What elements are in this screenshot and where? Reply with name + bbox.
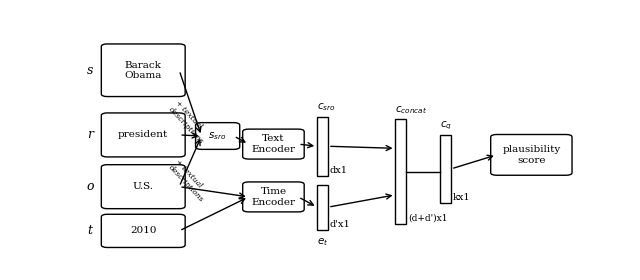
FancyBboxPatch shape — [196, 123, 240, 149]
Bar — [440, 135, 451, 203]
Text: + textual
descriptions: + textual descriptions — [167, 158, 212, 204]
Text: r: r — [87, 129, 93, 141]
Bar — [317, 116, 328, 176]
Text: $c_{sro}$: $c_{sro}$ — [317, 102, 335, 113]
FancyBboxPatch shape — [243, 129, 304, 159]
Text: president: president — [118, 130, 168, 139]
Bar — [317, 185, 328, 230]
Text: s: s — [87, 64, 93, 77]
Text: $c_q$: $c_q$ — [440, 119, 452, 132]
FancyBboxPatch shape — [243, 182, 304, 212]
Text: $e_t$: $e_t$ — [317, 236, 328, 248]
Text: $c_{concat}$: $c_{concat}$ — [396, 104, 428, 116]
Text: plausibility
score: plausibility score — [502, 145, 561, 165]
Bar — [396, 119, 406, 224]
Text: + textual
descriptions: + textual descriptions — [167, 99, 212, 146]
FancyBboxPatch shape — [101, 214, 185, 248]
FancyBboxPatch shape — [101, 113, 185, 157]
Text: dx1: dx1 — [330, 166, 348, 175]
FancyBboxPatch shape — [101, 44, 185, 97]
Text: d'x1: d'x1 — [330, 220, 350, 229]
FancyBboxPatch shape — [491, 134, 572, 175]
Text: 2010: 2010 — [130, 226, 157, 235]
Text: (d+d')x1: (d+d')x1 — [408, 213, 447, 222]
FancyBboxPatch shape — [101, 165, 185, 209]
Text: t: t — [88, 224, 92, 237]
Text: Text
Encoder: Text Encoder — [252, 134, 296, 154]
Text: Time
Encoder: Time Encoder — [252, 187, 296, 207]
Text: Barack
Obama: Barack Obama — [125, 60, 162, 80]
Text: o: o — [86, 180, 93, 193]
Text: $s_{sro}$: $s_{sro}$ — [209, 130, 227, 142]
Text: kx1: kx1 — [452, 193, 470, 202]
Text: U.S.: U.S. — [132, 182, 154, 191]
